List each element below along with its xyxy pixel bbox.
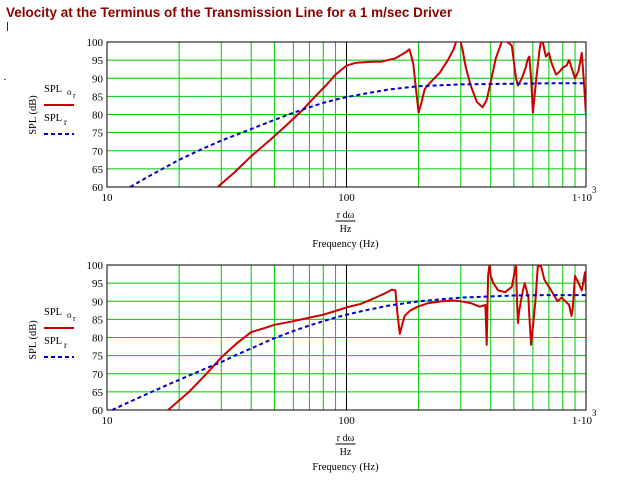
x-axis-expression-top: r dω xyxy=(337,433,355,444)
y-tick-label: 70 xyxy=(92,146,104,158)
chart-1: 60 65 70 75 80 85 90 95 100 10 100 1·103 r dω Hz Frequ… xyxy=(28,37,597,250)
x-tick-label: 10 xyxy=(102,192,114,204)
y-tick-label: 80 xyxy=(92,333,104,345)
x-tick-label: 10 xyxy=(102,415,114,427)
series-line-spl-or xyxy=(217,42,586,187)
legend-label-or: SPL xyxy=(44,307,62,318)
series-line-spl-or xyxy=(167,265,586,410)
x-tick-label: 1·10 xyxy=(572,415,593,427)
x-tick-label: 100 xyxy=(338,415,355,427)
y-tick-label: 100 xyxy=(87,260,104,272)
x-tick-exponent: 3 xyxy=(592,408,597,418)
y-tick-label: 85 xyxy=(92,314,104,326)
stray-dot-mark xyxy=(4,79,6,80)
y-tick-label: 70 xyxy=(92,369,104,381)
series-line-spl-r xyxy=(111,294,586,410)
x-tick-exponent: 3 xyxy=(592,185,597,195)
y-tick-label: 75 xyxy=(92,128,104,140)
plot-frame xyxy=(106,264,587,411)
y-tick-label: 90 xyxy=(92,296,104,308)
legend-subsubscript: r xyxy=(73,314,76,323)
y-tick-label: 60 xyxy=(92,405,104,417)
x-axis-label: Frequency (Hz) xyxy=(312,239,379,250)
x-axis-expression-bottom: Hz xyxy=(340,447,352,458)
y-tick-label: 100 xyxy=(87,37,104,49)
legend-subscript: o xyxy=(67,310,72,320)
x-axis-label: Frequency (Hz) xyxy=(312,462,379,473)
x-tick-label: 1·10 xyxy=(572,192,593,204)
y-tick-label: 60 xyxy=(92,182,104,194)
legend-label-or: SPL xyxy=(44,84,62,95)
y-tick-label: 85 xyxy=(92,91,104,103)
x-axis-expression-bottom: Hz xyxy=(340,224,352,235)
y-tick-label: 90 xyxy=(92,73,104,85)
y-tick-label: 80 xyxy=(92,110,104,122)
x-tick-label: 100 xyxy=(338,192,355,204)
y-axis-label: SPL (dB) xyxy=(28,320,39,360)
legend-subsubscript: r xyxy=(73,91,76,100)
series-line-spl-r xyxy=(129,82,586,187)
legend-label-r: SPL xyxy=(44,113,62,124)
x-axis-expression-top: r dω xyxy=(337,210,355,221)
legend-subscript: r xyxy=(64,340,67,350)
y-tick-label: 75 xyxy=(92,351,104,363)
y-tick-label: 95 xyxy=(92,278,104,290)
y-tick-label: 95 xyxy=(92,55,104,67)
text-cursor-mark xyxy=(7,22,8,31)
legend-subscript: r xyxy=(64,117,67,127)
chart-2: 60 65 70 75 80 85 90 95 100 10 100 1·103 r dω Hz Frequ… xyxy=(28,260,597,473)
legend-label-r: SPL xyxy=(44,336,62,347)
chart-title: Velocity at the Terminus of the Transmis… xyxy=(6,5,453,20)
legend-subscript: o xyxy=(67,87,72,97)
y-tick-label: 65 xyxy=(92,387,104,399)
y-axis-label: SPL (dB) xyxy=(28,95,39,135)
y-tick-label: 65 xyxy=(92,164,104,176)
